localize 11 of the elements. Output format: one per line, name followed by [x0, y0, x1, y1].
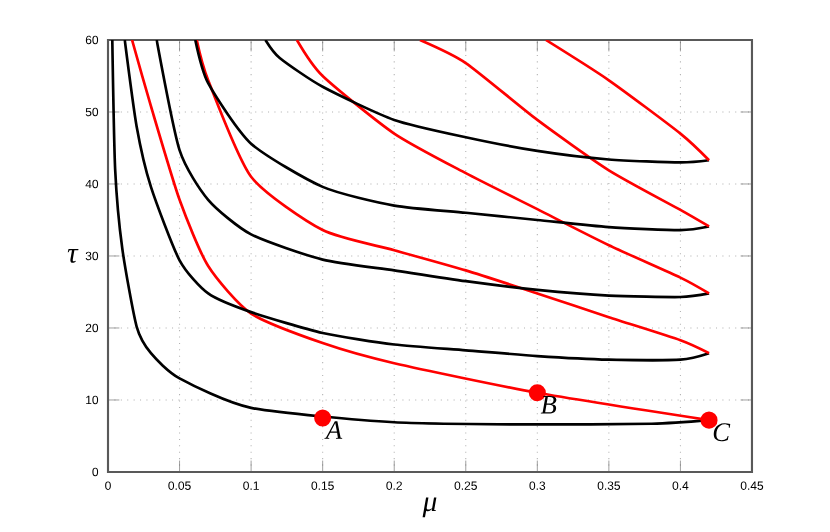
annotation: B [540, 395, 557, 414]
line-series [418, 39, 711, 228]
line-series [264, 39, 711, 164]
annotation: A [324, 421, 343, 439]
line-series [193, 39, 711, 232]
line-series [295, 39, 711, 295]
y-axis-title: τ [67, 249, 79, 263]
annotation: C [713, 423, 731, 442]
line-series [155, 39, 711, 299]
x-axis-title: μ [422, 497, 437, 518]
line-series [544, 39, 711, 162]
